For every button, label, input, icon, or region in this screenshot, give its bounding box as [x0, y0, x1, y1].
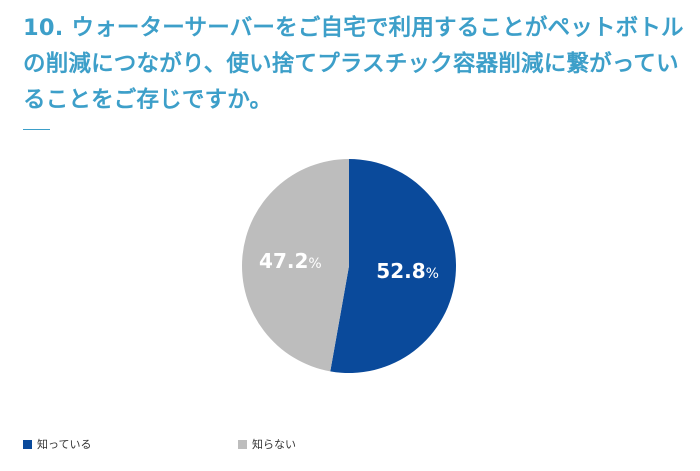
- pie-slice-know: [330, 159, 457, 374]
- legend-item: 知らない: [238, 436, 296, 452]
- slice-value-label: 47.2%: [259, 249, 322, 273]
- legend-label: 知っている: [37, 438, 92, 451]
- legend-swatch: [23, 439, 32, 449]
- legend-label: 知らない: [252, 438, 296, 451]
- slice-value-label: 52.8%: [376, 259, 439, 283]
- legend-swatch: [238, 439, 247, 449]
- question-title: 10. ウォーターサーバーをご自宅で利用することがペットボトルの削減につながり、…: [23, 15, 684, 113]
- chart-legend: 知っている 知らない: [23, 436, 683, 456]
- title-underline: [23, 129, 50, 130]
- pie-slice-dont-know: [242, 159, 349, 372]
- legend-item: 知っている: [23, 436, 91, 452]
